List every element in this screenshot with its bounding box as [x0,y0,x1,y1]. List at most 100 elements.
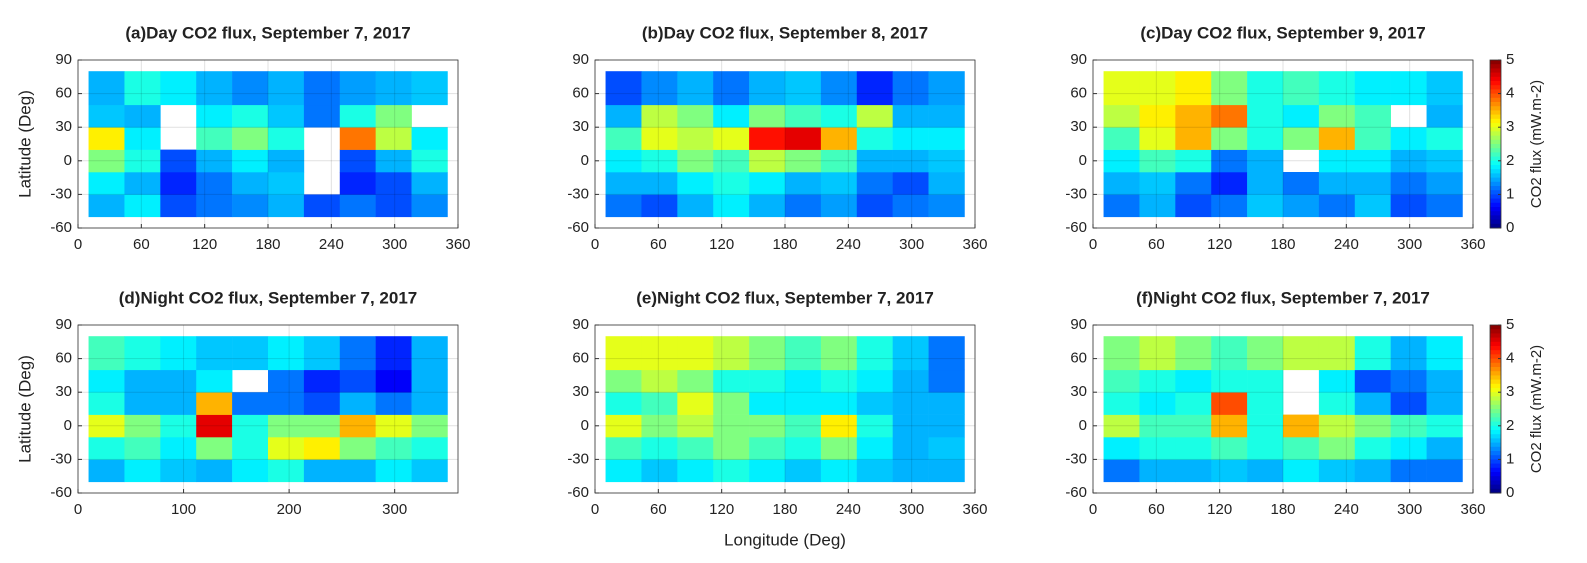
y-tick-label: 30 [55,383,72,400]
colorbar-segment [1490,396,1501,402]
x-tick-label: 120 [192,236,217,253]
heat-cell [605,414,642,438]
x-tick-label: 180 [772,501,797,518]
colorbar-segment [1490,144,1501,149]
heat-cell [820,149,858,173]
heat-cell [1354,194,1391,218]
heat-cell [1390,172,1427,195]
x-tick-label: 120 [709,236,734,253]
heat-cell [375,172,412,195]
heat-cell [268,172,305,195]
colorbar-segment [1490,425,1501,431]
heat-cell [232,172,269,195]
heat-cell [1283,194,1320,218]
heat-cell [1283,104,1320,128]
heat-cell [1283,71,1320,106]
colorbar-segment [1490,118,1501,124]
y-tick-label: 90 [1070,316,1087,333]
y-tick-label: 0 [581,152,589,169]
heat-cell [1211,104,1248,128]
heat-cell [339,369,376,393]
heat-cell [88,104,125,128]
heat-cell [88,127,125,150]
colorbar-tick-label: 1 [1506,185,1514,202]
y-tick-label: -60 [50,484,72,501]
heat-cell [411,369,448,393]
heat-cell [677,127,714,150]
x-tick-label: 240 [836,236,861,253]
heat-cell [303,392,341,415]
y-axis-label: Latitude (Deg) [15,90,34,198]
y-tick-label: 30 [1070,383,1087,400]
heat-cell [196,392,233,415]
heat-cell [1247,336,1284,371]
heat-cell [749,369,786,393]
colorbar-segment [1490,186,1501,191]
colorbar-segment [1490,451,1501,456]
heat-cell [1426,437,1463,460]
x-tick-label: 0 [1089,236,1097,253]
y-tick-label: 60 [572,85,589,102]
heat-cell [856,414,893,438]
heat-cell [1354,392,1391,415]
colorbar-segment [1490,181,1501,187]
colorbar-segment [1490,177,1501,183]
heat-cell [88,149,125,173]
heat-cell [1426,392,1463,415]
heat-cell [124,437,161,460]
heat-cell [124,392,161,415]
heat-cell [820,437,858,460]
heat-cell [1283,414,1320,438]
colorbar-segment [1490,367,1501,372]
x-tick-label: 120 [1207,501,1232,518]
heat-cell [375,104,412,128]
heat-cell [785,127,822,150]
colorbar-segment [1490,127,1501,132]
heat-cell [1426,459,1463,483]
y-tick-label: 0 [1079,417,1087,434]
heat-cell [232,437,269,460]
heat-cell [160,172,197,195]
heat-cell [232,71,269,106]
colorbar-segment [1490,68,1501,74]
heat-cell [124,369,161,393]
heat-cell [1139,172,1176,195]
panel-title: (e)Night CO2 flux, September 7, 2017 [636,288,934,307]
heat-cell [1354,172,1391,195]
heat-cell [268,459,305,483]
heat-cell [1426,369,1463,393]
heat-cell [1354,336,1391,371]
heat-cell [1390,369,1427,393]
colorbar-segment [1490,93,1501,99]
heat-cell [713,369,750,393]
heat-cell [1103,336,1140,371]
y-tick-label: 30 [55,118,72,135]
colorbar-segment [1490,362,1501,368]
heat-cell [1390,459,1427,483]
heat-cell [1318,414,1356,438]
colorbar-segment [1490,194,1501,200]
heat-cell [88,194,125,218]
colorbar-segment [1490,463,1501,469]
heat-cell [820,127,858,150]
heat-cell [375,392,412,415]
heat-cell [124,414,161,438]
x-tick-label: 240 [319,236,344,253]
colorbar-segment [1490,190,1501,195]
heat-cell [268,392,305,415]
heat-cell [1318,369,1356,393]
heat-cell [641,194,678,218]
colorbar-segment [1490,434,1501,439]
heat-cell [641,392,678,415]
heat-cell [1426,149,1463,173]
heat-cell [232,392,269,415]
heat-cell [1426,414,1463,438]
x-tick-label: 0 [591,501,599,518]
heat-cell [677,71,714,106]
heat-cell [1247,459,1284,483]
heat-cell [1103,392,1140,415]
heat-cell [1318,437,1356,460]
y-tick-label: 90 [1070,51,1087,68]
y-tick-label: -60 [50,219,72,236]
heat-cell [749,71,786,106]
